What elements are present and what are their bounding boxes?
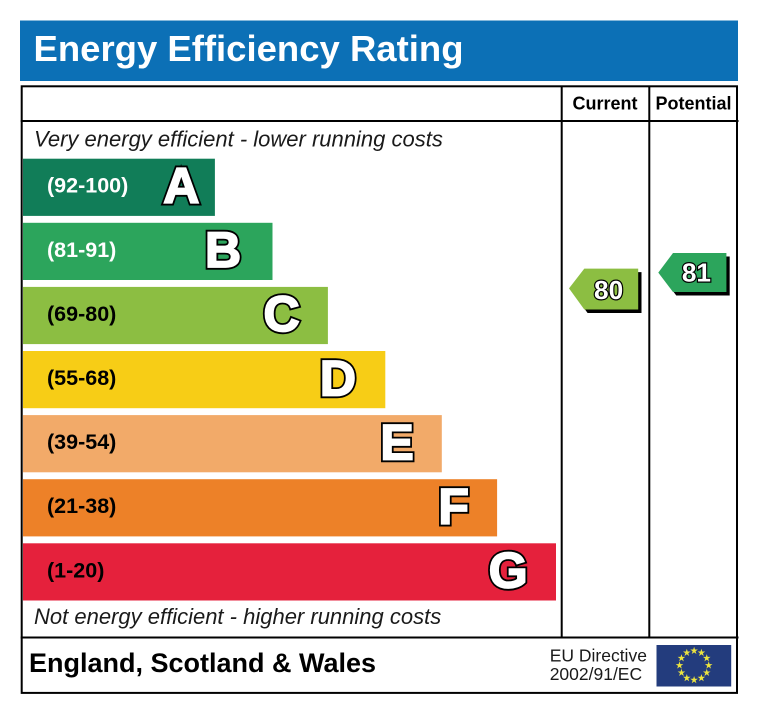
svg-text:A: A — [163, 158, 199, 214]
svg-text:Not energy efficient - higher: Not energy efficient - higher running co… — [34, 604, 441, 629]
svg-text:F: F — [438, 479, 469, 535]
svg-text:C: C — [263, 286, 299, 342]
svg-text:E: E — [380, 414, 413, 470]
svg-text:(55-68): (55-68) — [47, 366, 116, 390]
svg-text:Potential: Potential — [655, 94, 731, 114]
svg-text:D: D — [320, 350, 356, 406]
svg-text:D: D — [320, 350, 356, 406]
svg-text:(39-54): (39-54) — [47, 430, 116, 454]
svg-text:C: C — [263, 286, 299, 342]
svg-text:Very energy efficient - lower: Very energy efficient - lower running co… — [34, 127, 443, 152]
svg-text:(92-100): (92-100) — [47, 174, 128, 198]
svg-text:B: B — [205, 222, 241, 278]
svg-text:Energy Efficiency Rating: Energy Efficiency Rating — [34, 28, 464, 69]
svg-text:2002/91/EC: 2002/91/EC — [550, 664, 642, 684]
svg-text:E: E — [380, 414, 413, 470]
svg-text:A: A — [163, 158, 199, 214]
svg-text:80: 80 — [594, 275, 623, 305]
svg-text:G: G — [489, 543, 528, 599]
svg-text:Current: Current — [572, 94, 637, 114]
svg-text:(1-20): (1-20) — [47, 558, 104, 582]
svg-text:G: G — [489, 543, 528, 599]
svg-text:(81-91): (81-91) — [47, 238, 116, 262]
svg-text:F: F — [438, 479, 469, 535]
svg-text:England, Scotland & Wales: England, Scotland & Wales — [29, 648, 376, 678]
svg-text:(69-80): (69-80) — [47, 302, 116, 326]
svg-text:(21-38): (21-38) — [47, 494, 116, 518]
svg-text:81: 81 — [682, 257, 711, 287]
svg-text:EU Directive: EU Directive — [550, 646, 647, 666]
svg-text:B: B — [205, 222, 241, 278]
